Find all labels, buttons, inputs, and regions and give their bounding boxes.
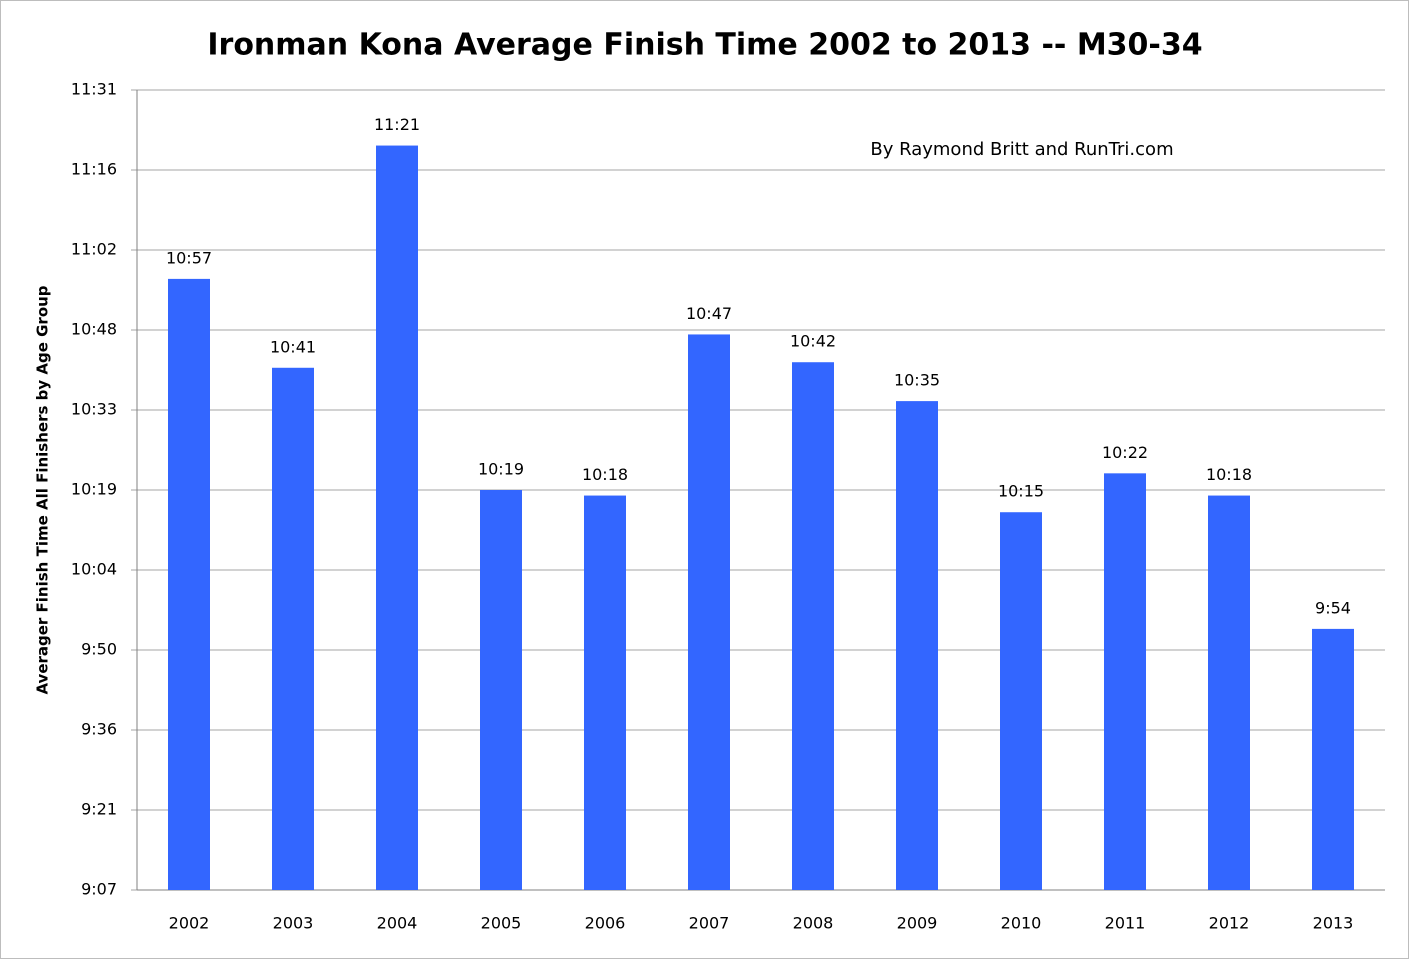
y-tick-label: 11:02: [71, 240, 117, 259]
y-tick-label: 9:07: [81, 880, 117, 899]
bar: [480, 490, 522, 890]
bar: [584, 495, 626, 890]
x-tick-label: 2003: [273, 914, 314, 933]
x-tick-label: 2010: [1001, 914, 1042, 933]
x-tick-label: 2012: [1209, 914, 1250, 933]
data-label: 10:47: [686, 304, 732, 323]
x-tick-label: 2013: [1313, 914, 1354, 933]
y-tick-label: 10:19: [71, 480, 117, 499]
chart-title: Ironman Kona Average Finish Time 2002 to…: [207, 28, 1202, 63]
x-tick-label: 2006: [585, 914, 626, 933]
x-tick-label: 2007: [689, 914, 730, 933]
y-tick-label: 9:36: [81, 720, 117, 739]
x-tick-label: 2004: [377, 914, 418, 933]
data-label: 10:35: [894, 371, 940, 390]
y-tick-label: 11:31: [71, 80, 117, 99]
data-label: 10:42: [790, 332, 836, 351]
x-tick-label: 2005: [481, 914, 522, 933]
bar: [896, 401, 938, 890]
data-label: 10:57: [166, 248, 212, 267]
annotation: By Raymond Britt and RunTri.com: [870, 139, 1173, 160]
bar: [688, 334, 730, 890]
x-tick-label: 2008: [793, 914, 834, 933]
y-tick-label: 10:48: [71, 320, 117, 339]
data-label: 10:18: [582, 465, 628, 484]
y-tick-label: 9:21: [81, 800, 117, 819]
bar: [272, 367, 314, 890]
data-label: 10:19: [478, 460, 524, 479]
bar: [792, 362, 834, 890]
y-axis-title: Averager Finish Time All Finishers by Ag…: [34, 285, 52, 694]
bar: [1104, 473, 1146, 890]
data-label: 10:15: [998, 482, 1044, 501]
data-label: 10:41: [270, 337, 316, 356]
data-label: 11:21: [374, 115, 420, 134]
y-tick-label: 10:04: [71, 560, 117, 579]
bar: [168, 278, 210, 890]
bar: [1208, 495, 1250, 890]
data-label: 10:22: [1102, 443, 1148, 462]
bar: [1312, 628, 1354, 890]
bar: [376, 145, 418, 891]
data-label: 10:18: [1206, 465, 1252, 484]
y-tick-label: 11:16: [71, 160, 117, 179]
bar: [1000, 512, 1042, 890]
y-tick-label: 10:33: [71, 400, 117, 419]
x-tick-label: 2011: [1105, 914, 1146, 933]
x-tick-label: 2009: [897, 914, 938, 933]
data-label: 9:54: [1315, 598, 1351, 617]
x-tick-label: 2002: [169, 914, 210, 933]
y-tick-label: 9:50: [81, 640, 117, 659]
